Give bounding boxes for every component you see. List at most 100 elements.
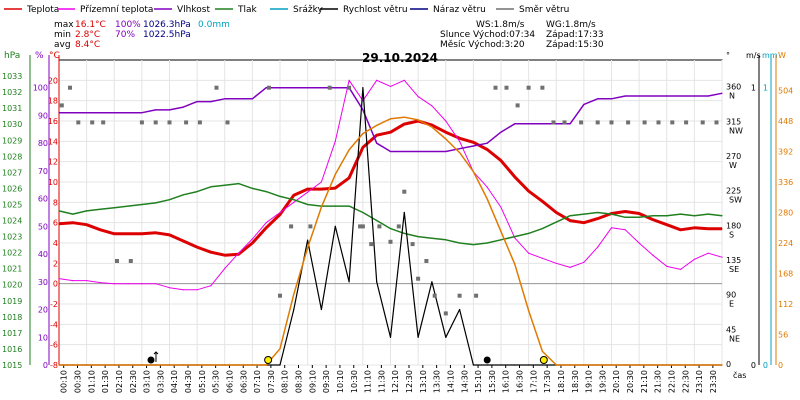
data-point (348, 281, 350, 283)
data-point (86, 210, 88, 212)
data-point (459, 148, 461, 150)
data-point (362, 100, 364, 102)
data-point (721, 364, 723, 366)
data-point (127, 112, 129, 114)
pressure-tick-label: 1023 (2, 233, 22, 242)
data-point (141, 283, 143, 285)
data-point (376, 124, 378, 126)
humidity-tick-label: 70 (38, 167, 48, 176)
wind-direction-point (515, 103, 520, 108)
x-tick-label: 15:10 (474, 370, 483, 393)
data-point (403, 150, 405, 153)
data-point (224, 254, 226, 256)
wind-direction-point (656, 120, 661, 125)
wind-direction-point (540, 85, 545, 90)
wind-direction-point (101, 120, 106, 125)
wind-direction-point (424, 259, 429, 263)
data-point (666, 215, 668, 217)
data-point (127, 233, 129, 235)
sunset-marker (539, 356, 548, 364)
x-tick-label: 15:30 (488, 370, 497, 393)
pressure-tick-label: 1016 (2, 345, 22, 354)
x-tick-label: 12:30 (405, 370, 414, 393)
data-point (680, 229, 682, 231)
series-layer (58, 79, 723, 366)
data-point (680, 213, 682, 215)
temperature-tick-label: 12 (48, 158, 58, 167)
data-point (210, 101, 212, 103)
data-point (431, 124, 433, 126)
legend: Teplota Přízemní teplota Vlhkost Tlak Srážky… (4, 5, 569, 15)
direction-tick-compass: E (729, 300, 734, 309)
data-point (376, 142, 378, 144)
stats-min-press: 1022.5hPa (143, 30, 191, 40)
data-point (307, 203, 309, 206)
data-point (265, 364, 267, 366)
wind-direction-point (443, 311, 448, 316)
data-point (127, 283, 129, 285)
data-point (431, 237, 433, 239)
humidity-tick-label: 60 (38, 195, 48, 204)
data-point (362, 132, 364, 135)
wind-direction-point (128, 259, 133, 263)
solar-tick-label: 504 (778, 87, 793, 96)
data-point (569, 123, 571, 125)
data-point (721, 256, 723, 258)
data-point (376, 79, 378, 81)
direction-tick-label: 135 (726, 256, 741, 265)
moonrise-arrow (153, 351, 159, 362)
wind-direction-point (76, 120, 81, 125)
data-point (320, 206, 322, 208)
data-point (155, 109, 157, 111)
pressure-tick-label: 1024 (2, 217, 22, 226)
x-tick-label: 10:10 (336, 370, 345, 393)
data-point (182, 364, 184, 366)
data-point (445, 150, 447, 153)
x-tick-label: 01:10 (87, 370, 96, 393)
data-point (403, 211, 405, 214)
stats-max-hum: 100% (115, 20, 141, 30)
data-point (265, 87, 267, 89)
pressure-tick-label: 1021 (2, 265, 22, 274)
data-point (182, 240, 184, 242)
data-point (597, 211, 599, 214)
data-point (293, 293, 295, 295)
legend-label: Přízemní teplota (80, 5, 153, 15)
data-point (293, 308, 295, 311)
data-point (707, 252, 709, 254)
x-tick-label: 23:10 (695, 370, 704, 393)
pressure-tick-label: 1017 (2, 329, 22, 338)
data-point (472, 364, 474, 366)
data-point (652, 95, 654, 97)
data-point (238, 252, 240, 254)
data-point (293, 87, 295, 89)
x-tick-label: 06:10 (225, 370, 234, 393)
data-point (445, 336, 447, 338)
data-point (113, 283, 115, 285)
data-point (693, 227, 696, 229)
data-point (348, 205, 350, 207)
wind-direction-point (347, 85, 352, 90)
x-tick-label: 08:10 (281, 370, 290, 393)
temperature-tick-label: -2 (50, 300, 58, 309)
data-point (403, 116, 405, 118)
data-point (265, 191, 267, 193)
legend-label: Teplota (26, 5, 59, 15)
x-tick-label: 21:30 (654, 370, 663, 393)
data-point (389, 150, 392, 153)
data-point (196, 364, 198, 366)
legend-label: Srážky (293, 5, 324, 15)
direction-tick-compass: SW (729, 196, 742, 205)
x-tick-label: 03:30 (156, 370, 165, 393)
solar-tick-label: 0 (778, 361, 783, 370)
data-point (168, 109, 171, 111)
wind-direction-point (369, 242, 374, 247)
data-point (168, 364, 171, 366)
data-point (472, 244, 474, 246)
data-point (417, 236, 419, 238)
data-point (155, 232, 157, 234)
data-point (127, 205, 129, 207)
wind-direction-point (526, 85, 531, 90)
pressure-tick-label: 1031 (2, 104, 22, 113)
moon-set-stat: Západ:15:30 (546, 40, 604, 50)
